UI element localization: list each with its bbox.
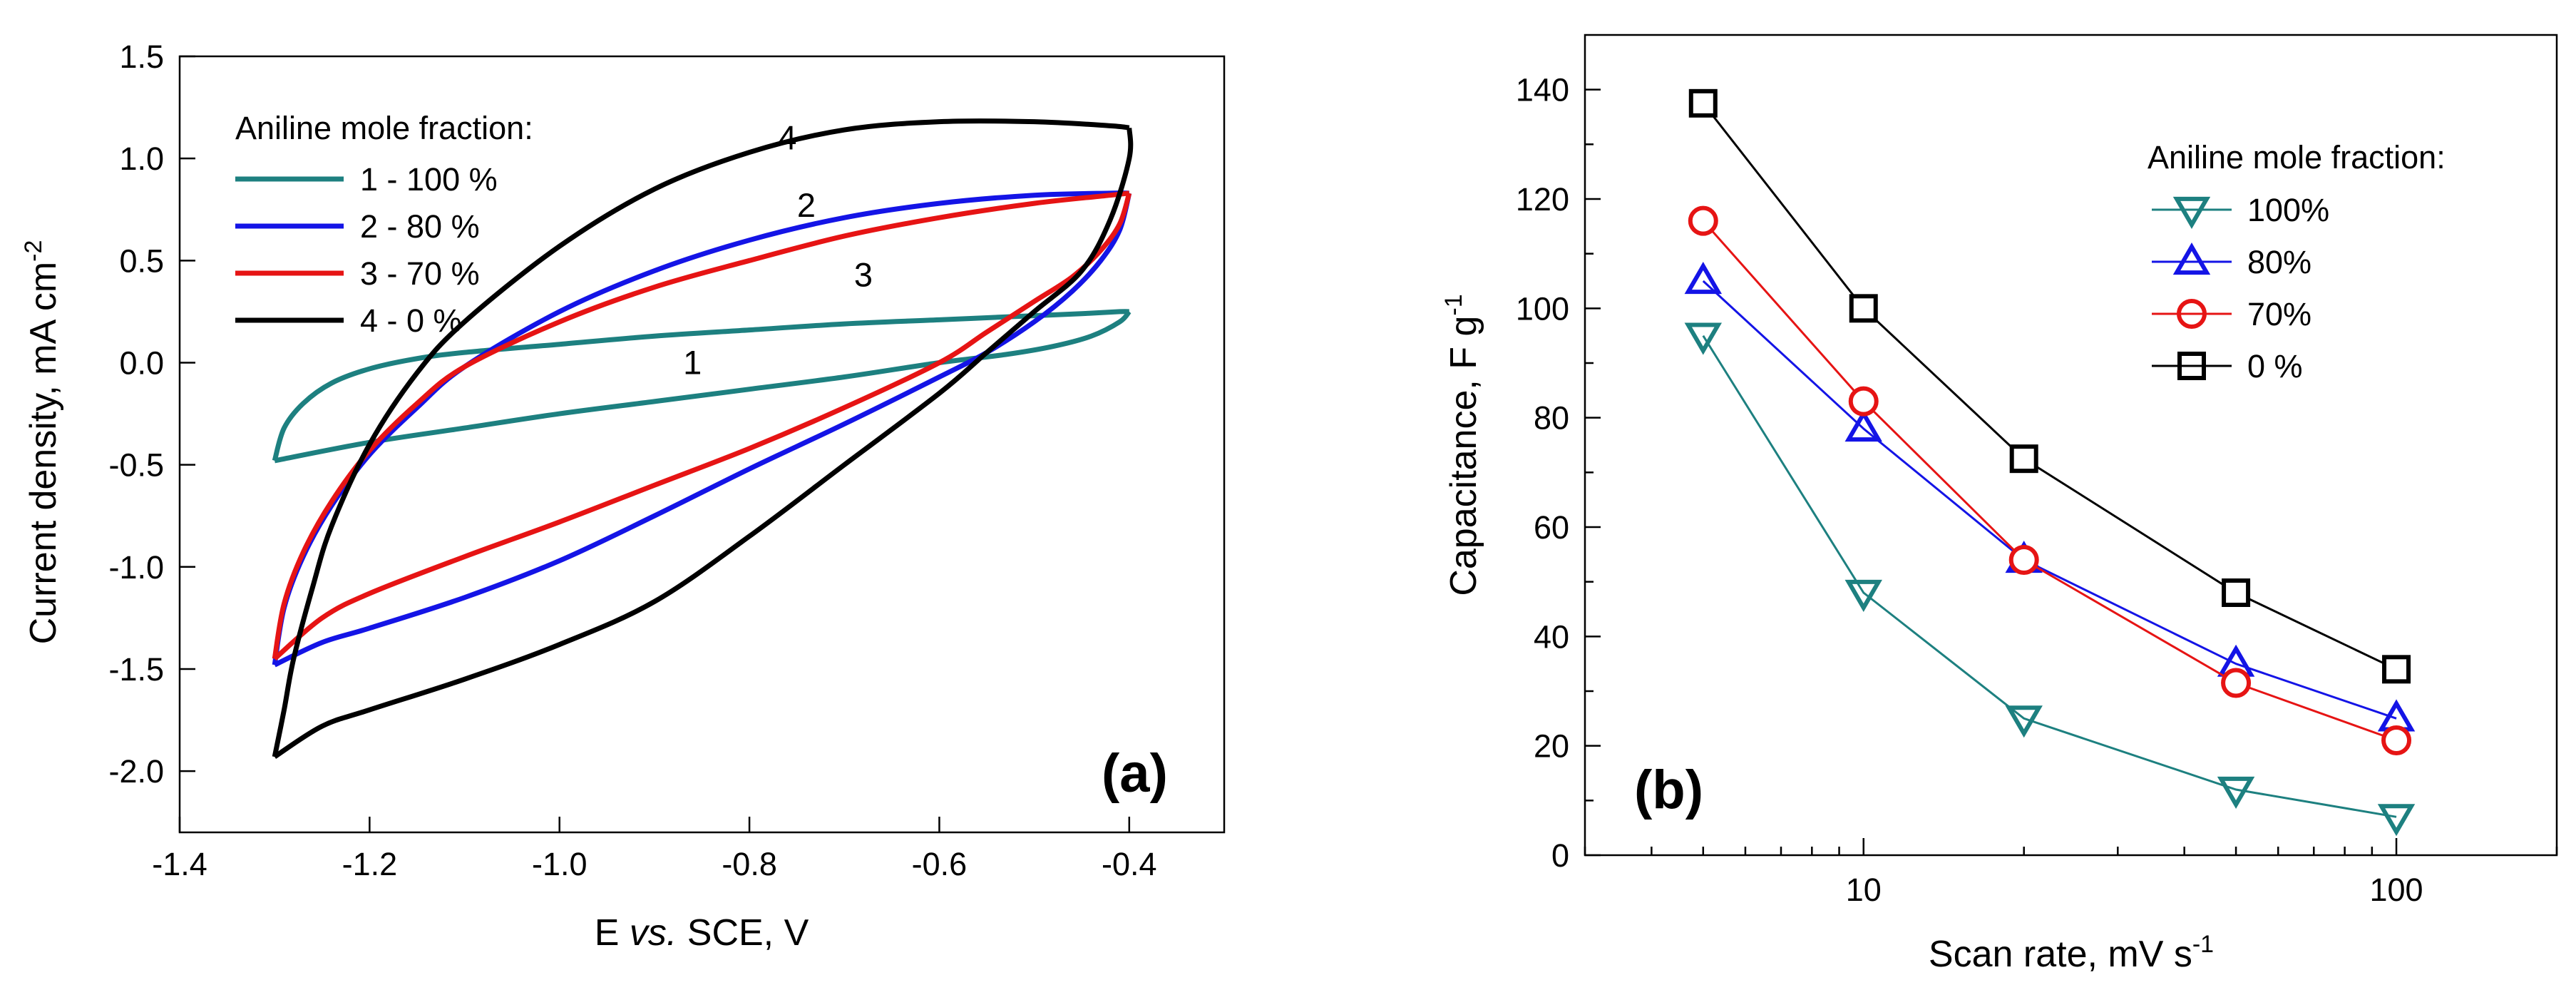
chart-a-legend-label: 2 - 80 %: [360, 208, 480, 245]
chart-a-legend-label: 1 - 100 %: [360, 161, 498, 198]
chart-a-x-tick-label: -1.4: [152, 846, 207, 882]
chart-b-y-tick-label: 0: [1551, 837, 1569, 874]
chart-b-data-point: [1849, 294, 1878, 323]
chart-b-series: [1684, 88, 2416, 837]
chart-a-curve-label-1: 1: [683, 343, 702, 381]
chart-a-y-axis-title: Current density, mA cm-2: [20, 240, 64, 645]
chart-b-y-tick-label: 120: [1516, 181, 1569, 218]
chart-b-data-point: [2008, 545, 2039, 575]
chart-a-x-ticks: -1.4 -1.2 -1.0 -0.8 -0.6 -0.4: [152, 817, 1157, 882]
chart-a-y-tick-label: 0.0: [119, 345, 164, 381]
chart-a-x-tick-label: -0.8: [722, 846, 777, 882]
chart-a-curve-label-2: 2: [797, 186, 816, 224]
chart-b-data-point: [1844, 409, 1882, 442]
chart-a-y-tick-label: -0.5: [108, 447, 164, 484]
chart-b-legend-label: 80%: [2247, 244, 2311, 280]
chart-b-data-point: [1848, 386, 1879, 417]
chart-a-legend: Aniline mole fraction: 1 - 100 % 2 - 80 %…: [235, 110, 533, 339]
chart-a-panel-label: (a): [1102, 743, 1168, 804]
chart-a-x-tick-label: -1.0: [532, 846, 587, 882]
chart-b-data-point: [1688, 88, 1718, 118]
chart-b-y-axis-title: Capacitance, F g-1: [1440, 294, 1484, 596]
chart-b-x-axis-title: Scan rate, mV s-1: [1929, 931, 2214, 975]
chart-b-data-point: [2005, 705, 2043, 738]
chart-a-legend-label: 4 - 0 %: [360, 302, 462, 339]
chart-b-legend-label: 0 %: [2247, 348, 2303, 384]
chart-a-x-tick-label: -1.2: [342, 846, 398, 882]
chart-b-x-ticks: 10 100: [1584, 838, 2558, 908]
chart-b-data-point: [2221, 668, 2252, 698]
chart-b-y-tick-label: 100: [1516, 290, 1569, 327]
chart-b-data-point: [2217, 776, 2255, 809]
chart-b-y-tick-label: 20: [1534, 728, 1569, 765]
chart-b-series-line: [1702, 335, 2397, 818]
chart-b-data-point: [2009, 444, 2038, 474]
chart-b-data-point: [2381, 725, 2412, 755]
chart-b-frame: [1584, 34, 2558, 857]
chart-a-x-tick-label: -0.6: [912, 846, 968, 882]
chart-a-y-ticks: -2.0 -1.5 -1.0 -0.5 0.0 0.5 1.0 1.5: [108, 39, 195, 790]
chart-b-data-point: [2222, 578, 2251, 607]
chart-a-curve-4-cathodic: [273, 128, 1134, 760]
chart-b-legend-marker: [2172, 196, 2211, 229]
chart-a-curve-3-anodic: [272, 190, 1130, 660]
chart-b-x-tick-label: 10: [1846, 872, 1882, 908]
chart-a-y-tick-label: -2.0: [108, 753, 164, 790]
chart-a-legend-title: Aniline mole fraction:: [235, 110, 533, 146]
chart-b-series-line: [1702, 102, 2397, 670]
chart-b-legend-label: 100%: [2247, 192, 2329, 228]
chart-b-panel-label: (b): [1634, 760, 1703, 820]
chart-b-y-tick-label: 60: [1534, 509, 1569, 546]
chart-b-y-tick-label: 40: [1534, 618, 1569, 655]
chart-a-legend-label: 3 - 70 %: [360, 255, 480, 292]
chart-a-y-tick-label: 1.5: [119, 39, 164, 75]
chart-a-curve-4-anodic: [272, 118, 1130, 757]
chart-a: -1.4 -1.2 -1.0 -0.8 -0.6 -0.4 -2.0 -1.5 -1.0 -0.…: [20, 39, 1226, 954]
chart-b-legend-marker: [2177, 299, 2207, 329]
chart-b-series-line: [1702, 280, 2397, 720]
chart-a-y-tick-label: 0.5: [119, 243, 164, 279]
chart-b-data-point: [1688, 205, 1718, 236]
chart-b-y-ticks: 0 20 40 60 80 100 120 140: [1516, 72, 1601, 874]
chart-b-data-point: [2382, 655, 2411, 684]
chart-a-curve-label-4: 4: [778, 119, 796, 157]
chart-b: 10 100 0 20 40 60 80 100 120 140 Scan rate, mV s…: [1440, 34, 2558, 975]
chart-b-legend-label: 70%: [2247, 296, 2311, 332]
chart-a-curve-label-3: 3: [854, 255, 873, 293]
chart-b-data-point: [1684, 262, 1723, 295]
chart-a-x-axis-title: E vs. SCE, V: [595, 912, 809, 954]
chart-b-data-point: [1684, 322, 1723, 355]
chart-a-x-tick-label: -0.4: [1102, 846, 1157, 882]
chart-a-y-tick-label: -1.5: [108, 651, 164, 688]
chart-a-curve-labels: 1 23 4: [683, 119, 873, 382]
chart-a-y-tick-label: -1.0: [108, 549, 164, 586]
chart-b-legend-marker: [2177, 352, 2206, 380]
chart-b-legend: Aniline mole fraction: 100% 80% 70% 0 %: [2147, 139, 2446, 384]
chart-b-y-tick-label: 80: [1534, 400, 1569, 437]
chart-b-data-point: [1844, 579, 1882, 612]
chart-a-frame: [178, 55, 1226, 834]
chart-a-curve-2-cathodic: [273, 192, 1132, 668]
chart-b-data-point: [2377, 804, 2416, 837]
chart-a-curve-1-cathodic: [274, 310, 1132, 464]
chart-b-y-tick-label: 140: [1516, 72, 1569, 108]
chart-b-x-tick-label: 100: [2369, 872, 2423, 908]
chart-b-legend-title: Aniline mole fraction:: [2147, 139, 2446, 175]
chart-a-curves: [272, 118, 1134, 760]
chart-b-legend-marker: [2172, 243, 2211, 275]
chart-a-y-tick-label: 1.0: [119, 141, 164, 177]
chart-a-curve-1-anodic: [272, 309, 1129, 461]
